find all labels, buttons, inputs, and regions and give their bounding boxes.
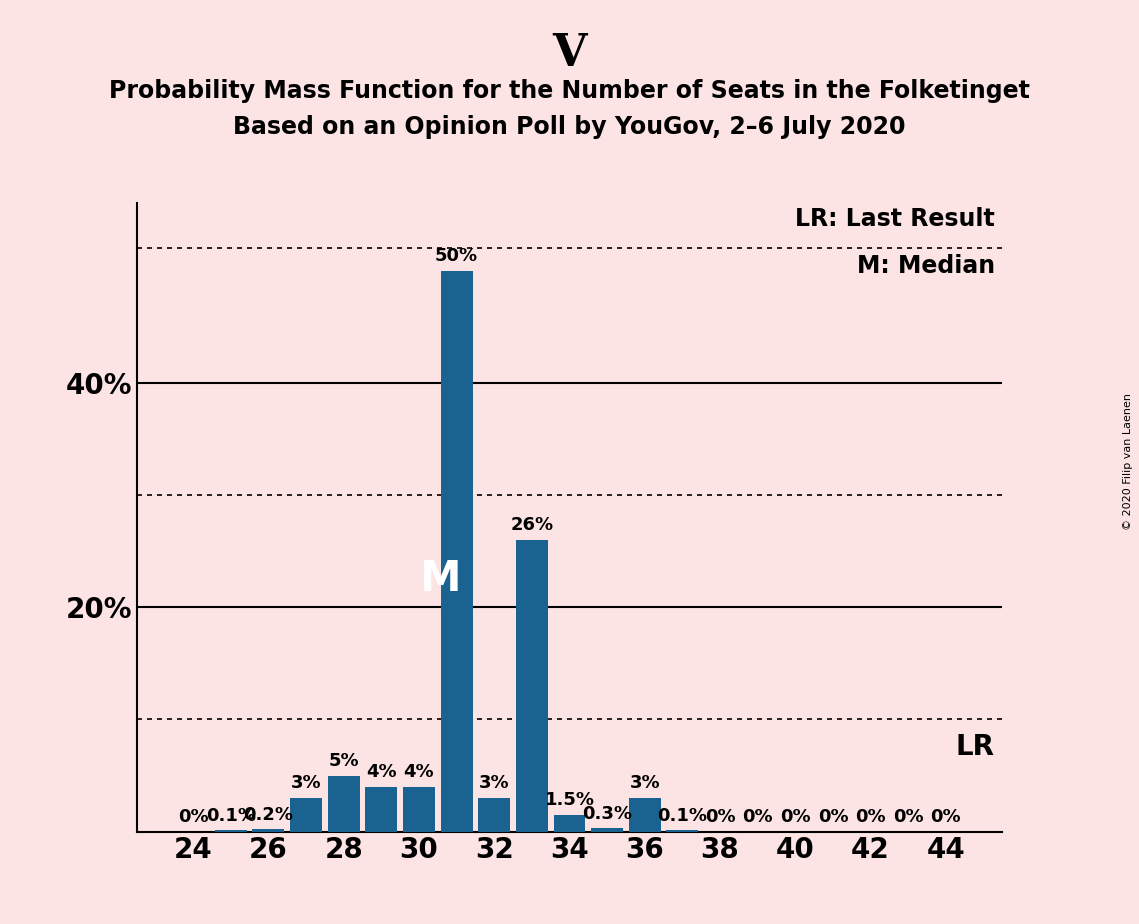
Text: 0%: 0% — [855, 808, 886, 826]
Text: 1.5%: 1.5% — [544, 791, 595, 809]
Text: 0.3%: 0.3% — [582, 805, 632, 822]
Bar — [666, 831, 698, 832]
Text: 0.1%: 0.1% — [657, 807, 707, 825]
Text: 5%: 5% — [328, 752, 359, 770]
Text: 0%: 0% — [893, 808, 924, 826]
Text: 3%: 3% — [630, 774, 661, 793]
Text: LR: LR — [956, 734, 994, 761]
Text: 0.1%: 0.1% — [206, 807, 256, 825]
Bar — [290, 798, 322, 832]
Text: M: M — [419, 558, 460, 601]
Text: 0%: 0% — [818, 808, 849, 826]
Bar — [215, 831, 247, 832]
Text: LR: Last Result: LR: Last Result — [795, 207, 994, 231]
Text: 3%: 3% — [290, 774, 321, 793]
Bar — [516, 540, 548, 832]
Text: 50%: 50% — [435, 247, 478, 265]
Text: 4%: 4% — [366, 763, 396, 781]
Text: 0%: 0% — [780, 808, 811, 826]
Text: 4%: 4% — [403, 763, 434, 781]
Text: 0%: 0% — [743, 808, 773, 826]
Bar — [253, 830, 285, 832]
Text: © 2020 Filip van Laenen: © 2020 Filip van Laenen — [1123, 394, 1133, 530]
Text: Based on an Opinion Poll by YouGov, 2–6 July 2020: Based on an Opinion Poll by YouGov, 2–6 … — [233, 115, 906, 139]
Bar — [403, 786, 435, 832]
Text: M: Median: M: Median — [857, 254, 994, 278]
Text: 0%: 0% — [178, 808, 208, 826]
Text: V: V — [552, 32, 587, 76]
Text: 26%: 26% — [510, 517, 554, 534]
Bar — [554, 815, 585, 832]
Bar — [328, 775, 360, 832]
Bar — [629, 798, 661, 832]
Text: 0.2%: 0.2% — [244, 806, 294, 824]
Bar — [441, 271, 473, 832]
Text: Probability Mass Function for the Number of Seats in the Folketinget: Probability Mass Function for the Number… — [109, 79, 1030, 103]
Text: 3%: 3% — [478, 774, 509, 793]
Bar — [478, 798, 510, 832]
Bar — [366, 786, 398, 832]
Text: 0%: 0% — [931, 808, 961, 826]
Text: 0%: 0% — [705, 808, 736, 826]
Bar — [591, 828, 623, 832]
